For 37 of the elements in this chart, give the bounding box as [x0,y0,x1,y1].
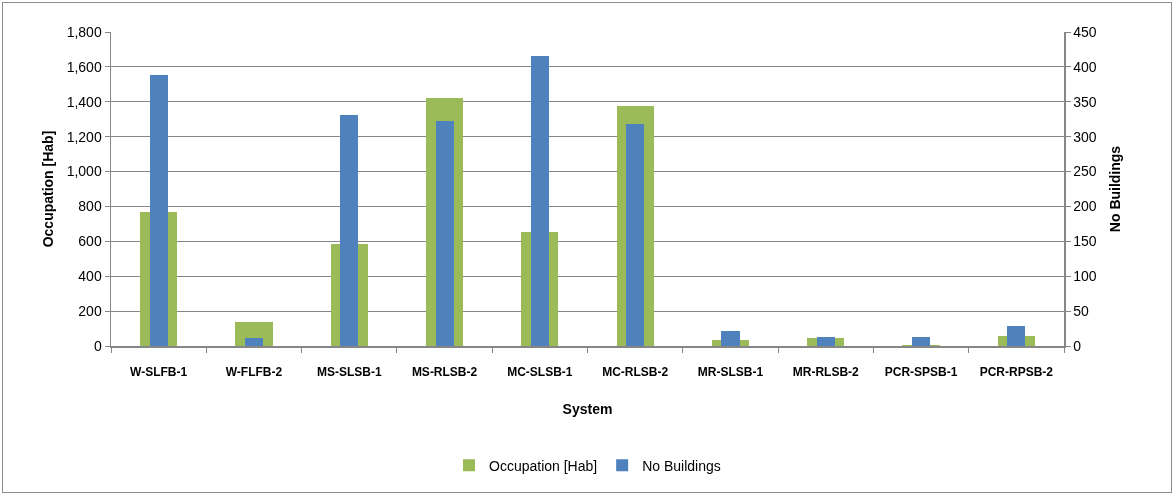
x-tick-label: MS-RLSB-2 [411,364,478,379]
y2-tick-label: 350 [1073,93,1097,110]
y-tick-label: 400 [78,268,102,285]
x-tick-label: MC-SLSB-1 [507,364,573,379]
y-tick-label: 200 [78,303,102,320]
bar [244,337,263,346]
y2-axis-title: No Buildings [1106,145,1123,233]
y-axis-title: Occupation [Hab] [39,130,56,248]
y-tick-label: 1,800 [66,23,102,40]
legend-label: Occupation [Hab] [489,457,598,474]
y-tick-label: 800 [78,198,102,215]
x-tick-label: W-FLFB-2 [225,364,283,379]
x-tick-label: PCR-SPSB-1 [884,364,958,379]
legend-label: No Buildings [642,457,721,474]
y2-tick-label: 50 [1073,303,1090,320]
y2-tick-label: 400 [1073,58,1097,75]
x-tick-label: MS-SLSB-1 [316,364,382,379]
y2-tick-label: 450 [1073,23,1097,40]
y2-tick-label: 100 [1073,268,1097,285]
x-tick-label: MC-RLSB-2 [602,364,669,379]
x-tick-label: MR-RLSB-2 [792,364,860,379]
y2-tick-label: 150 [1073,233,1097,250]
y2-tick-label: 0 [1073,337,1082,354]
x-tick-label: PCR-RPSB-2 [979,364,1054,379]
x-tick-label: MR-SLSB-1 [697,364,764,379]
y-tick-label: 0 [93,337,102,354]
y2-tick-label: 300 [1073,128,1097,145]
y2-tick-label: 200 [1073,198,1097,215]
y2-tick-label: 250 [1073,163,1097,180]
bar [912,336,931,346]
y-tick-label: 1,600 [66,58,102,75]
x-axis-title: System [562,400,613,417]
y-tick-label: 1,400 [66,93,102,110]
y-tick-label: 1,200 [66,128,102,145]
y-tick-label: 1,000 [66,163,102,180]
x-tick-label: W-SLFB-1 [130,364,188,379]
y-tick-label: 600 [78,233,102,250]
